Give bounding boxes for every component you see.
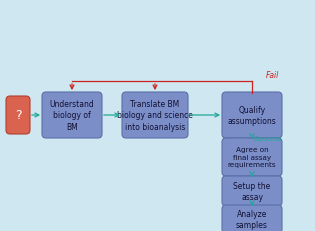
Text: Analyze
samples: Analyze samples bbox=[236, 209, 268, 229]
Text: Translate BM
biology and science
into bioanalysis: Translate BM biology and science into bi… bbox=[117, 100, 193, 131]
Text: Setup the
assay: Setup the assay bbox=[233, 181, 271, 201]
Text: Fail: Fail bbox=[266, 71, 279, 80]
FancyBboxPatch shape bbox=[222, 138, 282, 176]
FancyBboxPatch shape bbox=[222, 93, 282, 138]
Text: ?: ? bbox=[15, 109, 21, 122]
FancyBboxPatch shape bbox=[222, 176, 282, 206]
FancyBboxPatch shape bbox=[222, 205, 282, 231]
Text: Qualify
assumptions: Qualify assumptions bbox=[228, 106, 276, 125]
FancyBboxPatch shape bbox=[42, 93, 102, 138]
FancyBboxPatch shape bbox=[122, 93, 188, 138]
Text: Agree on
final assay
requirements: Agree on final assay requirements bbox=[228, 147, 276, 168]
Text: Understand
biology of
BM: Understand biology of BM bbox=[50, 100, 94, 131]
FancyBboxPatch shape bbox=[6, 97, 30, 134]
Text: Success: Success bbox=[254, 135, 282, 141]
